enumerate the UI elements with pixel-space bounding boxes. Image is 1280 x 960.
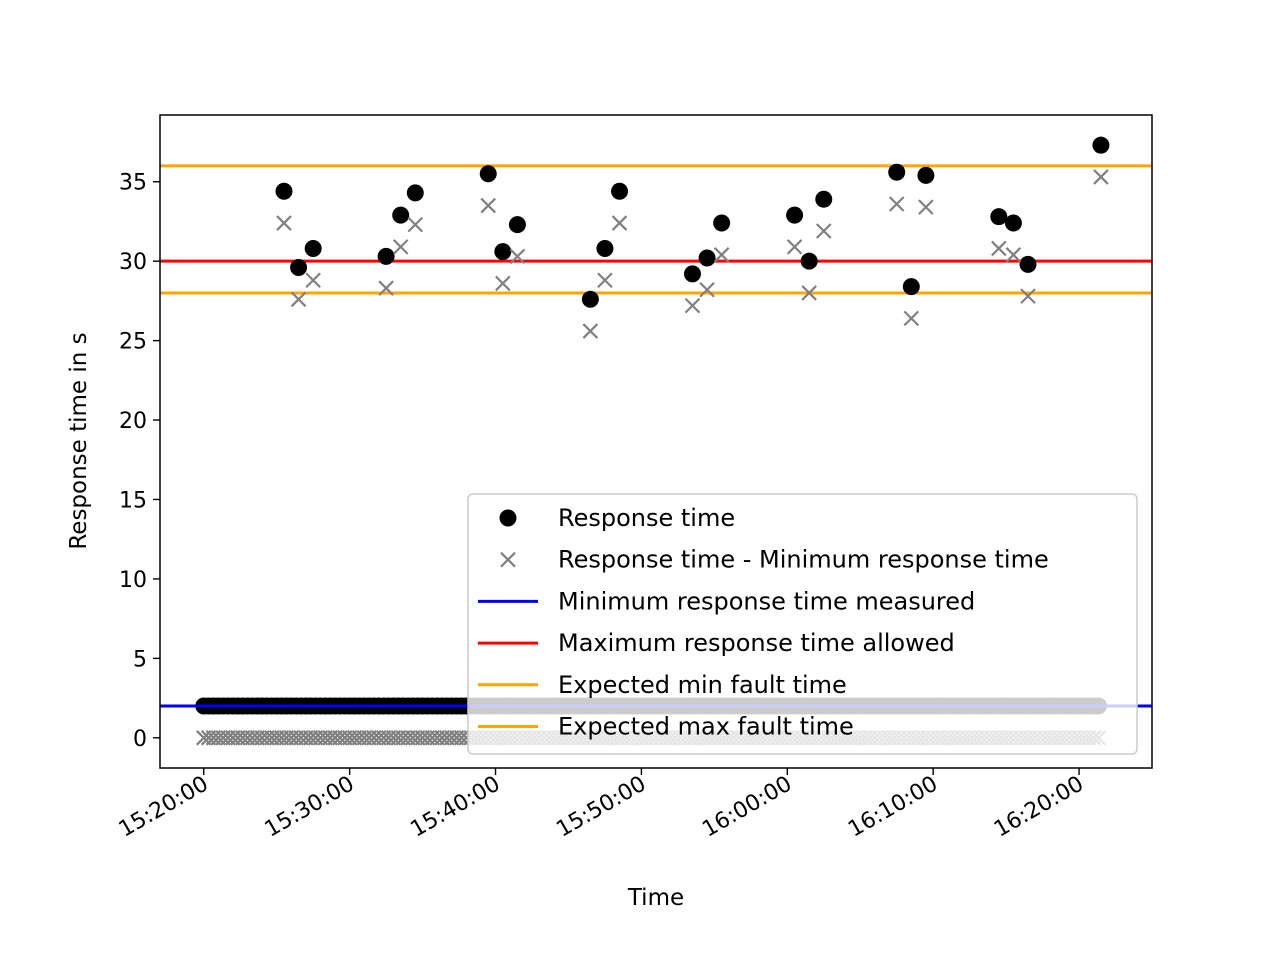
response-time-point bbox=[917, 166, 935, 184]
response-time-point bbox=[1092, 136, 1110, 154]
difference-point bbox=[611, 215, 628, 231]
response-time-point bbox=[902, 278, 920, 296]
difference-point bbox=[991, 240, 1007, 257]
difference-point bbox=[392, 239, 409, 255]
response-time-point bbox=[1004, 214, 1022, 232]
difference-point bbox=[290, 291, 307, 308]
legend-marker bbox=[500, 551, 516, 568]
legend-label: Expected min fault time bbox=[558, 671, 847, 699]
response-time-point bbox=[713, 214, 731, 232]
y-tick-label: 30 bbox=[119, 250, 147, 275]
response-time-point bbox=[290, 259, 308, 277]
legend-label: Minimum response time measured bbox=[558, 587, 975, 615]
series-1 bbox=[276, 169, 1109, 339]
difference-point bbox=[378, 280, 394, 296]
response-time-point bbox=[304, 239, 322, 257]
difference-point bbox=[509, 248, 526, 265]
y-tick-label: 15 bbox=[119, 488, 147, 513]
difference-point bbox=[480, 197, 497, 214]
legend: Response time Response time - Minimum res… bbox=[467, 493, 1138, 755]
y-tick-label: 25 bbox=[119, 330, 147, 355]
response-time-point bbox=[815, 190, 833, 208]
legend-box bbox=[467, 493, 1138, 755]
difference-point bbox=[786, 239, 803, 255]
difference-point bbox=[918, 199, 934, 215]
response-time-point bbox=[494, 243, 512, 261]
difference-point bbox=[1005, 247, 1022, 263]
y-axis: 0 5 10 15 20 25 30 35 bbox=[119, 171, 160, 752]
legend-label: Response time bbox=[558, 504, 735, 532]
axes-frame bbox=[159, 114, 1153, 769]
y-tick-label: 35 bbox=[119, 171, 147, 196]
y-tick-label: 5 bbox=[133, 647, 147, 672]
difference-point bbox=[815, 223, 832, 239]
legend-marker bbox=[499, 509, 517, 527]
difference-point bbox=[1093, 169, 1109, 185]
difference-point bbox=[582, 323, 599, 339]
difference-point bbox=[699, 281, 715, 298]
response-time-point bbox=[611, 182, 629, 200]
response-time-point bbox=[275, 182, 293, 200]
response-time-point bbox=[683, 265, 701, 283]
difference-point bbox=[276, 215, 292, 231]
response-time-point bbox=[800, 252, 818, 270]
response-time-point bbox=[1019, 255, 1037, 273]
response-time-point bbox=[596, 239, 614, 257]
y-tick-label: 10 bbox=[119, 568, 147, 593]
legend-label: Maximum response time allowed bbox=[558, 629, 955, 657]
response-time-point bbox=[888, 163, 906, 181]
difference-point bbox=[1020, 288, 1036, 304]
legend-label: Expected max fault time bbox=[558, 713, 854, 741]
difference-point bbox=[684, 297, 701, 314]
x-axis-label: Time bbox=[627, 885, 684, 911]
legend-label: Response time - Minimum response time bbox=[558, 546, 1049, 574]
y-tick-label: 20 bbox=[119, 409, 147, 434]
y-axis-label: Response time in s bbox=[66, 332, 92, 549]
y-tick-label: 0 bbox=[133, 727, 147, 752]
response-time-point bbox=[786, 206, 804, 224]
series-0 bbox=[275, 136, 1110, 308]
response-time-point bbox=[508, 216, 526, 234]
response-time-point bbox=[581, 290, 599, 308]
difference-point bbox=[801, 285, 817, 301]
difference-point bbox=[407, 216, 424, 233]
response-time-point bbox=[990, 208, 1008, 226]
response-time-point bbox=[479, 165, 497, 183]
difference-point bbox=[495, 275, 511, 292]
difference-point bbox=[713, 247, 730, 263]
response-time-point bbox=[698, 249, 716, 267]
difference-point bbox=[597, 272, 613, 289]
difference-point bbox=[888, 196, 905, 212]
response-time-point bbox=[392, 206, 410, 224]
response-time-point bbox=[377, 247, 395, 265]
difference-point bbox=[305, 272, 321, 289]
response-time-point bbox=[406, 184, 424, 202]
difference-point bbox=[903, 310, 920, 327]
